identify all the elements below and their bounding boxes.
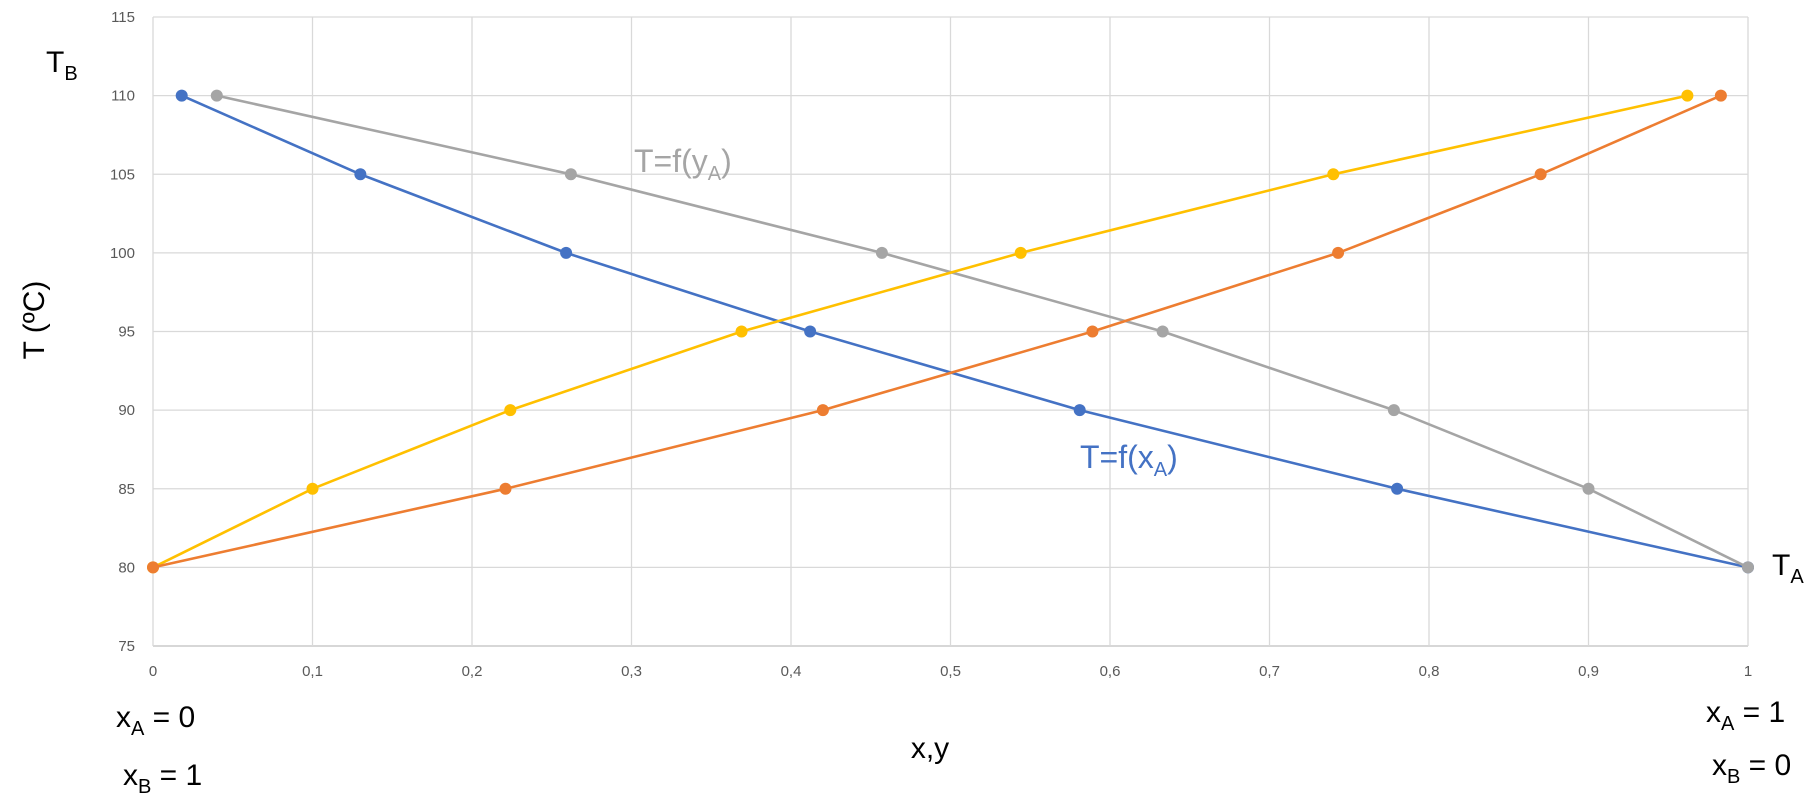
x-tick-label: 0,9 bbox=[1578, 663, 1599, 680]
ta-label: TA bbox=[1772, 549, 1804, 588]
x-tick-labels: 0 0,1 0,2 0,3 0,4 0,5 0,6 0,7 0,8 0,9 1 bbox=[149, 663, 1752, 680]
data-point bbox=[1014, 246, 1027, 259]
data-point bbox=[1391, 482, 1404, 495]
data-point bbox=[875, 246, 888, 259]
data-point bbox=[1681, 89, 1694, 102]
x-tick-label: 0,6 bbox=[1100, 663, 1121, 680]
data-point bbox=[354, 168, 367, 181]
x-axis-label: x,y bbox=[911, 732, 949, 765]
data-point bbox=[1742, 561, 1754, 574]
data-point bbox=[504, 404, 517, 417]
y-tick-label: 75 bbox=[118, 638, 135, 655]
y-tick-label: 105 bbox=[110, 166, 135, 183]
data-point bbox=[1534, 168, 1547, 181]
grid bbox=[152, 16, 1749, 647]
series-layer bbox=[147, 89, 1754, 574]
data-point bbox=[1714, 89, 1727, 102]
series-0 bbox=[175, 89, 1754, 574]
x-tick-label: 0,5 bbox=[940, 663, 961, 680]
left-xb-label: xB = 1 bbox=[123, 759, 202, 798]
y-tick-label: 85 bbox=[118, 481, 135, 498]
x-tick-label: 0,3 bbox=[621, 663, 642, 680]
data-point bbox=[499, 482, 512, 495]
y-curve-annotation: T=f(yA) bbox=[634, 143, 732, 185]
data-point bbox=[1582, 482, 1595, 495]
data-point bbox=[735, 325, 748, 338]
y-tick-label: 90 bbox=[118, 402, 135, 419]
data-point bbox=[1387, 404, 1400, 417]
x-tick-label: 0,4 bbox=[781, 663, 802, 680]
data-point bbox=[816, 404, 829, 417]
x-curve-annotation: T=f(xA) bbox=[1080, 439, 1178, 481]
x-tick-label: 0,2 bbox=[462, 663, 483, 680]
data-point bbox=[1073, 404, 1086, 417]
y-axis-label: T (ºC) bbox=[18, 281, 51, 360]
x-tick-label: 1 bbox=[1744, 663, 1752, 680]
x-tick-label: 0,8 bbox=[1419, 663, 1440, 680]
data-point bbox=[306, 482, 319, 495]
y-tick-label: 100 bbox=[110, 245, 135, 262]
data-point bbox=[564, 168, 577, 181]
right-xb-label: xB = 0 bbox=[1712, 749, 1791, 788]
data-point bbox=[1156, 325, 1169, 338]
y-tick-labels: 75 80 85 90 95 100 105 110 115 bbox=[110, 9, 135, 655]
y-tick-label: 115 bbox=[111, 9, 135, 26]
data-point bbox=[1086, 325, 1099, 338]
data-point bbox=[210, 89, 223, 102]
data-point bbox=[1332, 246, 1345, 259]
y-tick-label: 80 bbox=[118, 559, 135, 576]
left-xa-label: xA = 0 bbox=[116, 701, 195, 740]
right-xa-label: xA = 1 bbox=[1706, 696, 1785, 735]
y-tick-label: 110 bbox=[111, 88, 135, 105]
tb-label: TB bbox=[46, 46, 78, 85]
data-point bbox=[175, 89, 188, 102]
data-point bbox=[560, 246, 573, 259]
series-1 bbox=[210, 89, 1754, 574]
x-tick-label: 0,1 bbox=[302, 663, 323, 680]
y-tick-label: 95 bbox=[118, 324, 135, 341]
x-tick-label: 0,7 bbox=[1259, 663, 1280, 680]
data-point bbox=[1327, 168, 1340, 181]
x-tick-label: 0 bbox=[149, 663, 157, 680]
data-point bbox=[147, 561, 159, 574]
data-point bbox=[804, 325, 817, 338]
series-3 bbox=[147, 89, 1727, 574]
